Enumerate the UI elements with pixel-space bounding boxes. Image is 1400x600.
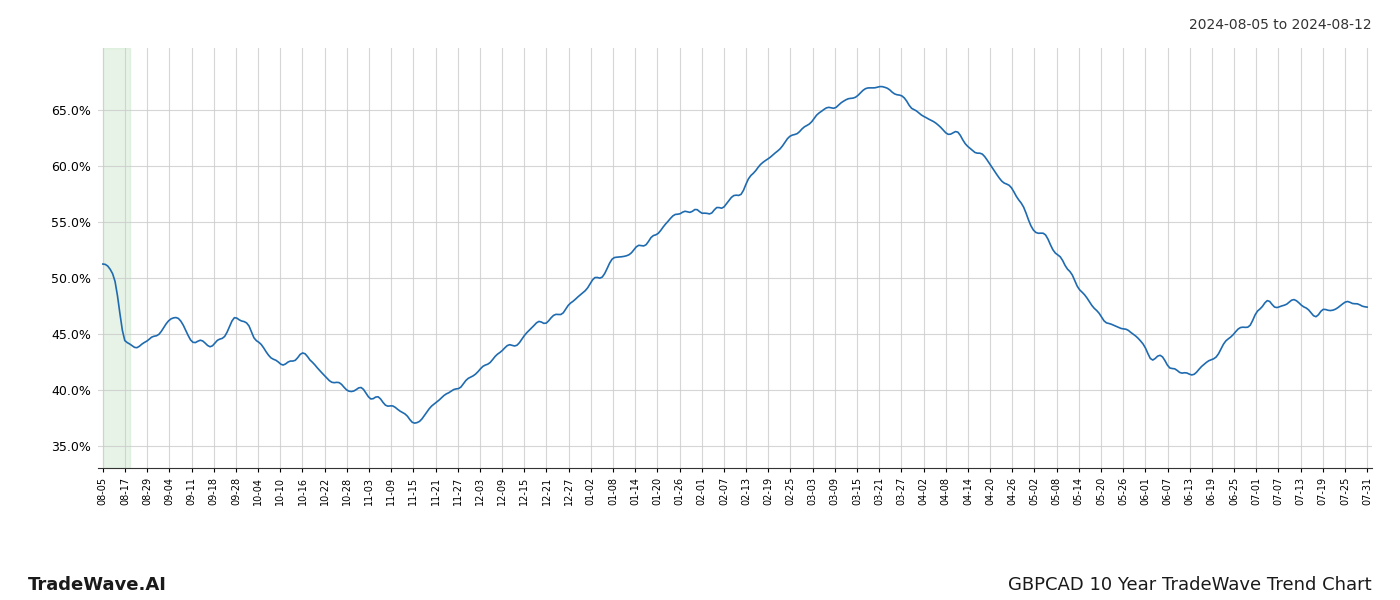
Bar	[102, 48, 130, 468]
Text: GBPCAD 10 Year TradeWave Trend Chart: GBPCAD 10 Year TradeWave Trend Chart	[1008, 576, 1372, 594]
Text: 2024-08-05 to 2024-08-12: 2024-08-05 to 2024-08-12	[1190, 18, 1372, 32]
Text: TradeWave.AI: TradeWave.AI	[28, 576, 167, 594]
